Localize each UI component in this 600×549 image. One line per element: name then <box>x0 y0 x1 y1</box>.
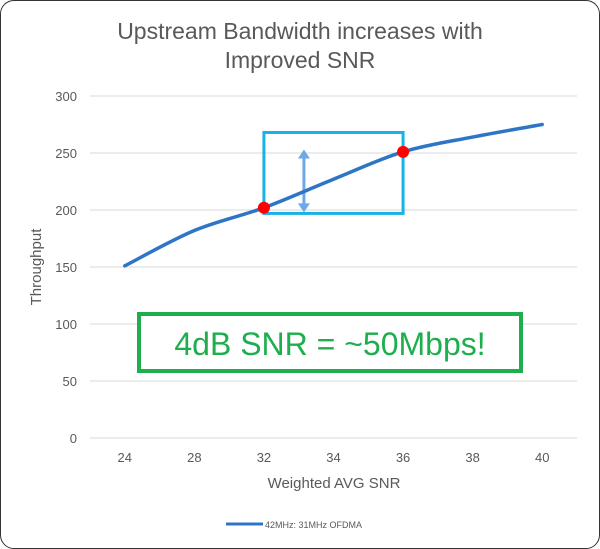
y-tick-label: 150 <box>55 260 77 275</box>
y-tick-label: 100 <box>55 317 77 332</box>
x-tick-label: 38 <box>465 450 479 465</box>
y-axis-label: Throughput <box>28 228 45 306</box>
x-tick-label: 36 <box>396 450 410 465</box>
series-line <box>123 122 544 268</box>
x-tick-label: 28 <box>187 450 201 465</box>
x-tick-label: 24 <box>118 450 132 465</box>
y-tick-label: 250 <box>55 146 77 161</box>
legend: 42MHz: 31MHz OFDMA <box>226 520 362 530</box>
legend-label: 42MHz: 31MHz OFDMA <box>265 520 362 530</box>
x-tick-label: 40 <box>535 450 549 465</box>
chart-title-line1: Upstream Bandwidth increases with <box>117 18 483 44</box>
highlight-box <box>262 130 405 215</box>
highlight-point <box>257 201 270 214</box>
annotation-box: 4dB SNR = ~50Mbps! <box>137 312 523 373</box>
x-axis-label: Weighted AVG SNR <box>268 475 401 492</box>
annotation-text: 4dB SNR = ~50Mbps! <box>174 326 485 362</box>
arrow-down-icon <box>297 203 310 213</box>
arrow-up-icon <box>297 149 310 159</box>
y-tick-label: 0 <box>70 431 77 446</box>
y-tick-label: 200 <box>55 203 77 218</box>
x-tick-label: 32 <box>257 450 271 465</box>
y-tick-label: 50 <box>63 374 77 389</box>
y-tick-label: 300 <box>55 89 77 104</box>
x-tick-label: 34 <box>326 450 340 465</box>
highlight-point <box>397 145 410 158</box>
chart-title-line2: Improved SNR <box>225 47 376 73</box>
